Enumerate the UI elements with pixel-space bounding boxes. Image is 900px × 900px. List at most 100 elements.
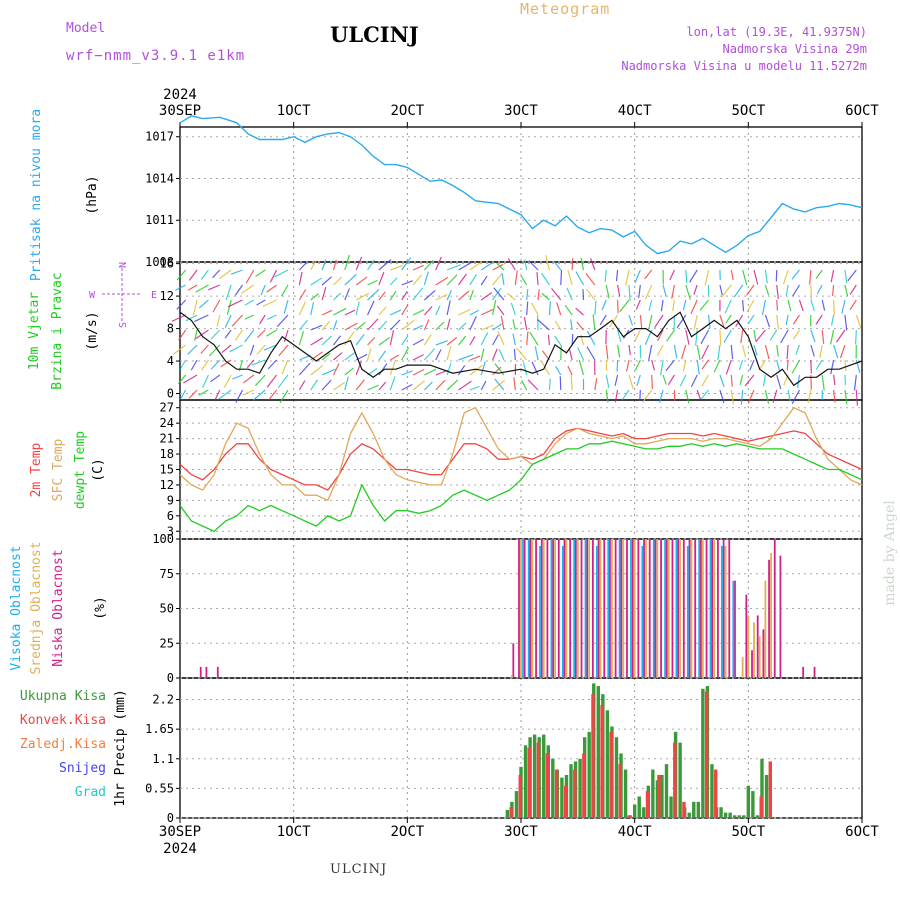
wind-arrow [634,359,641,371]
wind-arrow [255,269,266,278]
wind-arrow [776,284,779,299]
wind-arrow [220,359,232,368]
y-tick-label: 50 [160,602,174,616]
wind-arrow [480,275,488,286]
wind-arrow [717,344,721,361]
wind-arrow [344,331,355,346]
wind-arrow [724,299,732,314]
wind-arrow [223,374,232,388]
wind-arrow [492,287,502,301]
temp-unit: (C) [91,458,106,481]
wind-arrow [521,380,528,391]
wind-arrow [389,354,400,361]
y-tick-label: 75 [160,567,174,581]
wind-arrow [298,262,307,271]
wind-arrow [469,364,483,376]
wind-arrow [506,292,516,301]
wind-arrow [791,389,801,405]
wind-arrow [636,374,641,387]
precip-bar [569,764,573,818]
wind-arrow [644,284,653,300]
wind-arrow [725,314,732,324]
x-tick-label-bottom: 5OCT [731,824,765,840]
precip-bar [554,769,559,818]
wind-arrow [537,319,550,331]
wind-arrow [469,385,480,391]
wind-arrow [821,299,826,311]
y-tick-label: 2.2 [152,693,174,707]
wind-arrow [332,259,337,271]
wind-arrow [262,299,277,307]
y-tick-label: 0 [167,671,174,685]
wind-arrow [795,344,801,355]
precip-bar [673,742,677,818]
wind-arrow [177,374,187,385]
precip-bar [632,804,637,818]
wind-arrow [747,389,755,404]
x-tick-label-top: 3OCT [504,103,538,119]
wind-arrow [198,389,209,396]
wind-arrow [721,284,732,298]
precip-legend-1: Konvek.Kisa [20,713,106,728]
wind-arrow [412,354,424,361]
wind-arrow [221,344,232,354]
precip-bar [645,791,650,818]
wind-arrow [719,329,722,346]
wind-arrow [493,287,505,301]
wind-arrow [263,344,277,351]
wind-arrow [355,379,365,391]
wind-arrow [230,269,243,275]
compass-n: N [118,262,129,268]
precip-bar [573,769,577,818]
y-tick-label: 1.65 [145,722,174,736]
wind-arrow [435,293,448,301]
y-tick-label: 9 [167,493,174,507]
wind-arrow [589,258,596,271]
wind-arrow [853,374,857,391]
meteogram-label: Meteogram [520,0,611,18]
wind-arrow [231,314,243,327]
wind-arrow [762,374,766,387]
wind-arrow [244,299,255,306]
wind-arrow [201,359,209,371]
wind-arrow [268,389,278,401]
wind-arrow [559,376,562,391]
wind-arrow [355,321,366,331]
wind-arrow [696,359,700,375]
wind-arrow [662,284,667,297]
wind-arrow [673,344,678,359]
wind-arrow [344,273,357,286]
wind-arrow [266,329,277,337]
wind-arrow [844,269,848,284]
wind-arrow [513,348,516,361]
wind-arrow [682,359,687,372]
wind-arrow [321,286,327,301]
wind-arrow [634,269,641,283]
wind-arrow [435,379,446,391]
wind-arrow [480,262,493,271]
wind-arrow [699,299,710,311]
wind-arrow [321,368,336,376]
wind-arrow [389,319,401,331]
wind-arrow [685,284,691,300]
wind-arrow [617,284,621,297]
wind-arrow [830,314,835,326]
wind-arrow [693,314,698,330]
y-tick-label: 12 [160,289,174,303]
wind-arrow [446,346,452,361]
wind-arrow [534,346,539,361]
wind-arrow [742,269,748,286]
wind-arrow [254,374,266,386]
wind-arrow [224,314,232,328]
wind-arrow [792,314,800,325]
wind-arrow [344,322,358,331]
x-tick-label-bottom: 4OCT [618,824,652,840]
wind-arrow [225,284,232,301]
precip-bar [710,764,714,818]
wind-arrow [344,288,351,301]
x-tick-label-top: 4OCT [618,103,652,119]
wind-arrow [401,290,408,301]
wind-arrow [283,299,289,314]
wind-arrow [555,366,562,376]
